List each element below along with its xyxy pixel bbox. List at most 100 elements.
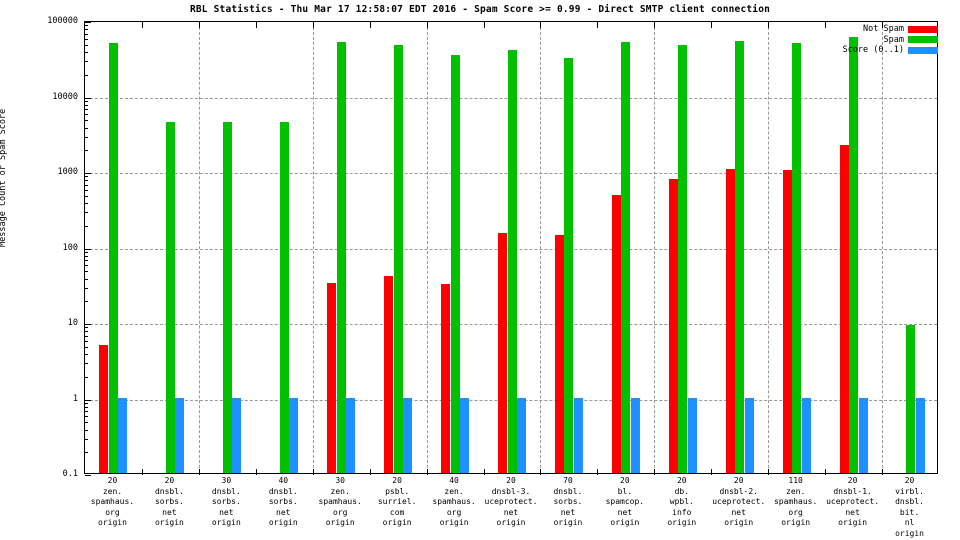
legend-item: Not Spam <box>843 24 938 35</box>
y-minor-tick-mark <box>85 195 88 197</box>
legend-label: Not Spam <box>863 24 904 34</box>
bar-spam <box>906 325 916 473</box>
bar-not-spam <box>839 145 849 473</box>
y-minor-tick-mark <box>85 271 88 273</box>
x-tick-mark <box>141 22 143 28</box>
x-tick-label: 40 zen. spamhaus. org origin <box>432 476 476 527</box>
bar-not-spam <box>725 169 735 473</box>
y-minor-tick-mark <box>85 184 88 186</box>
y-minor-tick-mark <box>85 340 88 342</box>
bar-group <box>156 22 185 473</box>
y-tick-label: 10000 <box>52 91 78 102</box>
y-minor-tick-mark <box>85 44 88 46</box>
y-minor-tick-mark <box>85 335 88 337</box>
y-tick-mark <box>85 399 91 401</box>
y-minor-tick-mark <box>85 429 88 431</box>
y-minor-tick-mark <box>85 265 88 267</box>
x-gridline <box>768 22 770 473</box>
bar-spam <box>849 36 859 473</box>
x-tick-mark <box>597 469 599 475</box>
x-tick-mark <box>198 469 200 475</box>
x-tick-mark <box>654 22 656 28</box>
bar-spam <box>108 42 118 473</box>
y-tick-mark <box>85 324 91 325</box>
bar-group <box>782 22 811 473</box>
bar-score-0-1 <box>346 397 356 473</box>
x-tick-label: 20 virbl. dnsbl. bit. nl origin <box>895 476 924 538</box>
y-minor-tick-mark <box>85 346 88 348</box>
y-minor-tick-mark <box>85 25 88 27</box>
chart-legend: Not Spam Spam Score (0..1) <box>843 24 938 56</box>
bar-group <box>897 22 925 473</box>
chart-title: RBL Statistics - Thu Mar 17 12:58:07 EDT… <box>189 4 771 15</box>
bar-not-spam <box>384 275 394 473</box>
y-minor-tick-mark <box>85 438 88 440</box>
bar-spam <box>507 50 517 473</box>
y-minor-tick-mark <box>85 406 88 408</box>
y-tick-label: 100 <box>62 242 78 253</box>
y-minor-tick-mark <box>85 255 88 257</box>
x-tick-mark <box>882 22 884 28</box>
x-tick-mark <box>312 22 314 28</box>
bar-group <box>498 22 526 473</box>
y-axis-title: Message Count or Spam Score <box>0 108 8 247</box>
bar-spam <box>222 121 232 473</box>
y-minor-tick-mark <box>85 225 88 227</box>
bar-spam <box>336 42 346 473</box>
x-tick-mark <box>540 469 542 475</box>
x-gridline <box>540 22 542 473</box>
bar-score-0-1 <box>232 397 242 473</box>
bar-group <box>611 22 640 473</box>
y-minor-tick-mark <box>85 61 88 63</box>
x-tick-mark <box>882 469 884 475</box>
bar-group <box>839 22 868 473</box>
y-minor-tick-mark <box>85 278 88 280</box>
x-tick-label: 20 dnsbl-2. uceprotect. net origin <box>712 476 766 527</box>
x-tick-label: 70 dnsbl. sorbs. net origin <box>553 476 583 527</box>
bar-score-0-1 <box>801 397 811 473</box>
y-tick-label: 100000 <box>47 16 78 26</box>
bar-score-0-1 <box>687 397 697 473</box>
y-tick-label: 1000 <box>57 167 78 177</box>
y-tick-mark <box>85 248 91 250</box>
legend-swatch <box>908 36 938 44</box>
y-minor-tick-mark <box>85 422 88 424</box>
y-minor-tick-mark <box>85 331 88 333</box>
x-tick-mark <box>483 22 485 28</box>
bar-spam <box>165 121 175 473</box>
bar-spam <box>621 42 631 473</box>
bar-not-spam <box>782 170 792 473</box>
y-minor-tick-mark <box>85 109 88 111</box>
bar-not-spam <box>498 233 507 473</box>
y-minor-tick-mark <box>85 212 88 214</box>
bar-not-spam <box>554 234 564 473</box>
y-minor-tick-mark <box>85 363 88 365</box>
bar-group <box>725 22 754 473</box>
x-tick-label: 20 zen. spamhaus. org origin <box>90 476 135 527</box>
x-tick-label: 110 zen. spamhaus. org origin <box>773 476 818 527</box>
bar-spam <box>279 121 289 473</box>
x-tick-mark <box>369 469 371 475</box>
y-minor-tick-mark <box>85 251 88 253</box>
x-tick-label: 20 bl. spamcop. net origin <box>605 476 645 527</box>
y-minor-tick-mark <box>85 136 88 138</box>
x-tick-label: 20 db. wpbl. info origin <box>667 476 697 527</box>
x-axis-tick-labels: 20 zen. spamhaus. org origin 20 dnsbl. so… <box>0 476 960 540</box>
x-tick-mark <box>312 469 314 475</box>
plot-area <box>84 21 938 476</box>
x-tick-mark <box>141 469 143 475</box>
bar-group <box>554 22 583 473</box>
bar-score-0-1 <box>289 397 299 473</box>
y-minor-tick-mark <box>85 150 88 152</box>
y-tick-mark <box>85 173 91 174</box>
bar-spam <box>393 45 403 473</box>
x-gridline <box>882 22 884 473</box>
bar-group <box>384 22 413 473</box>
bar-not-spam <box>611 195 621 473</box>
bar-spam <box>450 55 460 473</box>
y-minor-tick-mark <box>85 287 88 289</box>
legend-swatch <box>908 25 938 33</box>
x-gridline <box>426 22 428 473</box>
bar-score-0-1 <box>630 397 640 473</box>
x-tick-label: 20 dnsbl-1. uceprotect. net origin <box>826 476 880 527</box>
